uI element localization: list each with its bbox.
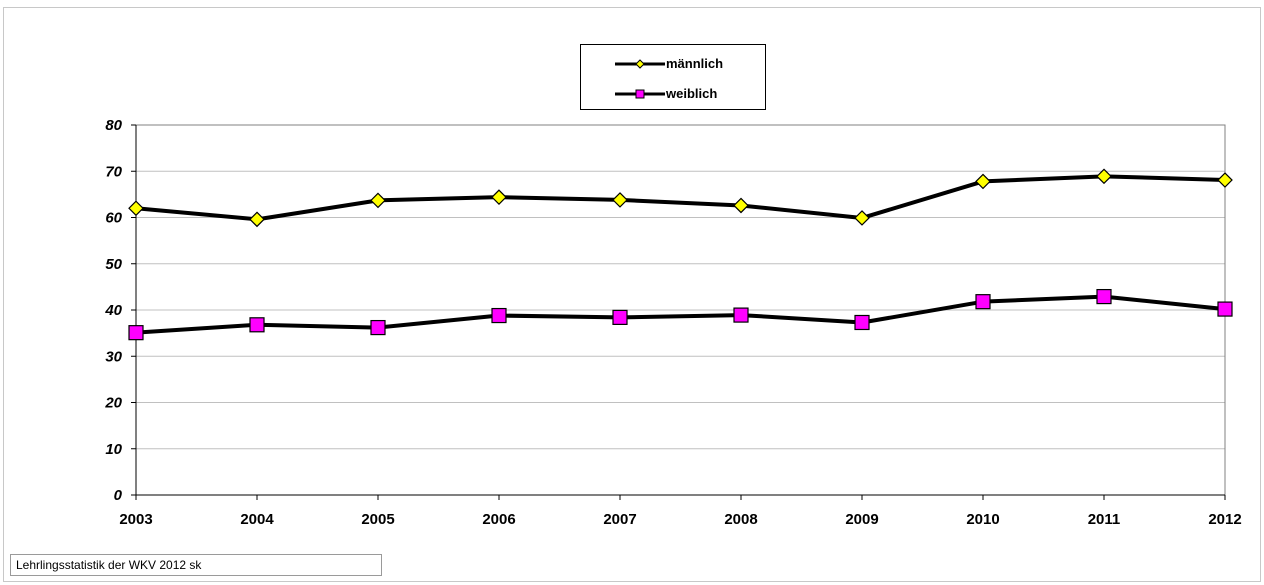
data-point-maennlich: [491, 189, 507, 205]
x-tick-label: 2003: [119, 511, 152, 528]
x-tick-label: 2010: [966, 511, 999, 528]
legend-item-maennlich: männlich: [581, 54, 767, 74]
y-axis: 0 10 20 30 40 50 60 70 80: [104, 117, 137, 504]
series-layer: [128, 168, 1233, 341]
legend: männlich weiblich: [580, 44, 766, 110]
series-line-maennlich: [135, 174, 1226, 222]
data-point-weiblich: [1096, 288, 1112, 305]
data-point-weiblich: [249, 317, 265, 333]
x-tick-label: 2011: [1088, 511, 1121, 528]
y-tick-label: 20: [104, 395, 122, 412]
data-point-weiblich: [612, 309, 628, 325]
x-axis: 2003 2004 2005 2006 2007 2008 2009 2010 2011 2012: [119, 494, 1242, 528]
data-point-maennlich: [128, 200, 144, 217]
data-point-maennlich: [1217, 172, 1233, 188]
data-point-weiblich: [975, 294, 991, 310]
x-tick-label: 2004: [240, 511, 274, 528]
data-point-maennlich: [733, 197, 749, 214]
legend-marker-diamond: [615, 59, 665, 69]
x-tick-label: 2007: [603, 511, 636, 528]
data-point-weiblich: [854, 314, 870, 331]
x-tick-label: 2008: [724, 511, 757, 528]
y-tick-label: 10: [105, 441, 122, 458]
data-point-weiblich: [1217, 301, 1233, 317]
y-tick-label: 60: [105, 210, 122, 227]
y-tick-label: 50: [105, 256, 122, 273]
data-point-weiblich: [733, 307, 749, 323]
y-tick-label: 0: [114, 487, 123, 504]
x-tick-label: 2006: [482, 511, 515, 528]
x-tick-label: 2009: [845, 511, 878, 528]
legend-item-weiblich: weiblich: [581, 84, 767, 104]
source-note: Lehrlingsstatistik der WKV 2012 sk: [10, 554, 382, 576]
data-point-maennlich: [1096, 168, 1112, 185]
y-tick-label: 30: [105, 348, 122, 365]
data-point-maennlich: [370, 192, 386, 209]
data-point-maennlich: [612, 192, 628, 208]
data-point-maennlich: [975, 173, 991, 190]
gridlines: [136, 124, 1225, 450]
y-tick-label: 40: [104, 302, 122, 319]
data-point-weiblich: [128, 325, 144, 341]
legend-label-weiblich: weiblich: [666, 86, 718, 101]
y-tick-label: 80: [105, 117, 122, 134]
x-tick-label: 2005: [361, 511, 394, 528]
legend-marker-square: [615, 89, 665, 99]
data-point-maennlich: [854, 210, 870, 226]
data-point-weiblich: [370, 319, 386, 336]
legend-label-maennlich: männlich: [666, 56, 724, 71]
data-point-maennlich: [249, 211, 265, 228]
data-point-weiblich: [491, 307, 507, 324]
x-tick-label: 2012: [1208, 511, 1241, 528]
series-line-weiblich: [135, 294, 1226, 335]
y-tick-label: 70: [105, 163, 122, 180]
